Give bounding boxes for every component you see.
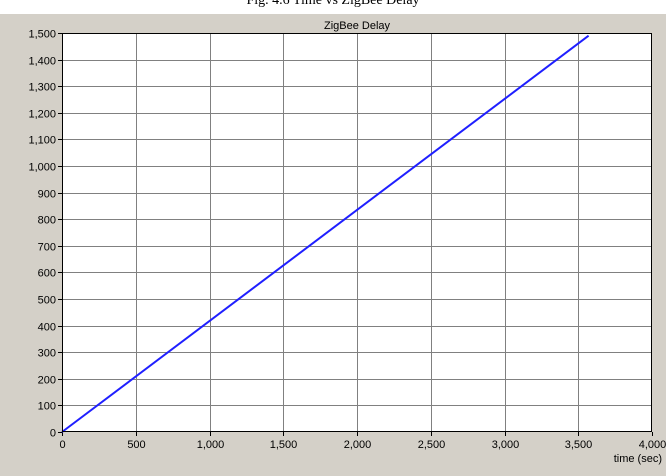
y-tick-label: 400 <box>38 322 56 334</box>
x-tick-label: 0 <box>59 439 65 451</box>
y-tick-label: 600 <box>38 268 56 280</box>
y-tick-label: 500 <box>38 295 56 307</box>
y-tick-label: 0 <box>50 428 56 440</box>
y-tick-label: 1,300 <box>28 82 56 94</box>
x-axis-label: time (sec) <box>614 453 662 465</box>
y-tick-label: 800 <box>38 215 56 227</box>
vertical-gridlines <box>136 33 579 432</box>
x-tick-label: 500 <box>127 439 145 451</box>
chart-title: ZigBee Delay <box>324 20 391 32</box>
plot-border <box>62 33 652 432</box>
y-tick-label: 1,400 <box>28 56 56 68</box>
y-tick-label: 900 <box>38 189 56 201</box>
y-tick-label: 1,000 <box>28 162 56 174</box>
x-tick-label: 1,500 <box>270 439 298 451</box>
x-axis-ticks: 0 500 1,000 1,500 2,000 2,500 3,000 3,500 4,000 <box>59 432 666 451</box>
y-tick-label: 300 <box>38 348 56 360</box>
x-tick-label: 4,000 <box>639 439 666 451</box>
series-layer <box>61 34 590 433</box>
chart-frame: 0 100 200 300 400 500 600 700 800 900 1,000 1,100 1,… <box>0 14 666 476</box>
x-tick-label: 1,000 <box>197 439 225 451</box>
y-tick-label: 100 <box>38 401 56 413</box>
figure-caption-text: Fig. 4.6 Time vs ZigBee Delay <box>246 0 420 8</box>
y-axis-ticks: 0 100 200 300 400 500 600 700 800 900 1,000 1,100 1,… <box>28 29 62 440</box>
line-chart: 0 100 200 300 400 500 600 700 800 900 1,000 1,100 1,… <box>28 20 666 465</box>
y-tick-label: 1,500 <box>28 29 56 41</box>
x-tick-label: 3,000 <box>492 439 520 451</box>
x-tick-label: 2,500 <box>418 439 446 451</box>
x-tick-label: 2,000 <box>344 439 372 451</box>
x-tick-label: 3,500 <box>565 439 593 451</box>
y-tick-label: 700 <box>38 242 56 254</box>
y-tick-label: 200 <box>38 375 56 387</box>
y-tick-label: 1,100 <box>28 135 56 147</box>
figure-caption: Fig. 4.6 Time vs ZigBee Delay <box>0 0 666 14</box>
series-line <box>61 34 590 433</box>
y-tick-label: 1,200 <box>28 109 56 121</box>
